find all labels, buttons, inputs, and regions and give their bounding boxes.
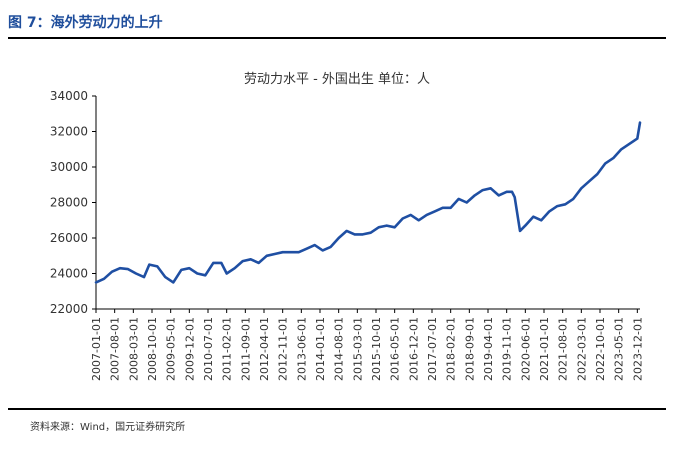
y-tick-label: 28000 (50, 196, 88, 210)
y-tick-label: 24000 (50, 267, 88, 281)
source-note: 资料来源：Wind，国元证券研究所 (30, 422, 186, 433)
y-tick-label: 34000 (50, 89, 88, 103)
series-layer (94, 121, 642, 284)
series-line (94, 121, 642, 284)
y-tick-label: 26000 (50, 231, 88, 245)
x-tick-label: 2015-03-01 (351, 317, 364, 381)
x-tick-label: 2011-09-01 (239, 317, 252, 381)
x-tick-label: 2009-12-01 (183, 317, 196, 381)
x-tick-label: 2009-05-01 (165, 317, 178, 381)
y-tick-label: 30000 (50, 160, 88, 174)
x-tick-label: 2023-12-01 (631, 317, 644, 381)
x-tick-label: 2012-11-01 (277, 317, 290, 381)
chart-title: 劳动力水平 - 外国出生 单位：人 (243, 72, 431, 87)
x-tick-label: 2020-06-01 (519, 317, 532, 381)
top-rule (8, 37, 666, 39)
x-tick-label: 2021-08-01 (557, 317, 570, 381)
x-tick-label: 2011-02-01 (221, 317, 234, 381)
y-axis: 22000 24000 26000 28000 30000 32000 34000 (50, 89, 97, 316)
x-tick-label: 2022-03-01 (575, 317, 588, 381)
x-tick-label: 2018-02-01 (445, 317, 458, 381)
x-tick-label: 2016-12-01 (407, 317, 420, 381)
x-tick-label: 2014-08-01 (333, 317, 346, 381)
x-tick-label: 2007-08-01 (109, 317, 122, 381)
x-tick-label: 2016-05-01 (389, 317, 402, 381)
x-tick-label: 2008-10-01 (146, 317, 159, 381)
x-tick-label: 2008-03-01 (127, 317, 140, 381)
x-tick-label: 2013-06-01 (295, 317, 308, 381)
x-tick-label: 2019-04-01 (482, 317, 495, 381)
x-tick-label: 2019-11-01 (501, 317, 514, 381)
figure-title: 图 7：海外劳动力的上升 (8, 15, 163, 31)
x-tick-label: 2012-04-01 (258, 317, 271, 381)
x-tick-label: 2023-05-01 (613, 317, 626, 381)
bottom-rule (8, 408, 666, 410)
y-tick-label: 22000 (50, 302, 88, 316)
x-tick-label: 2007-01-01 (90, 317, 103, 381)
x-axis: 2007-01-01 2007-08-01 2008-03-01 2008-10-01… (90, 308, 644, 381)
x-tick-label: 2021-01-01 (538, 317, 551, 381)
x-tick-label: 2018-09-01 (463, 317, 476, 381)
x-tick-label: 2017-07-01 (426, 317, 439, 381)
x-tick-label: 2010-07-01 (202, 317, 215, 381)
y-tick-label: 32000 (50, 125, 88, 139)
x-tick-label: 2014-01-01 (314, 317, 327, 381)
x-tick-label: 2022-10-01 (594, 317, 607, 381)
x-tick-label: 2015-10-01 (370, 317, 383, 381)
